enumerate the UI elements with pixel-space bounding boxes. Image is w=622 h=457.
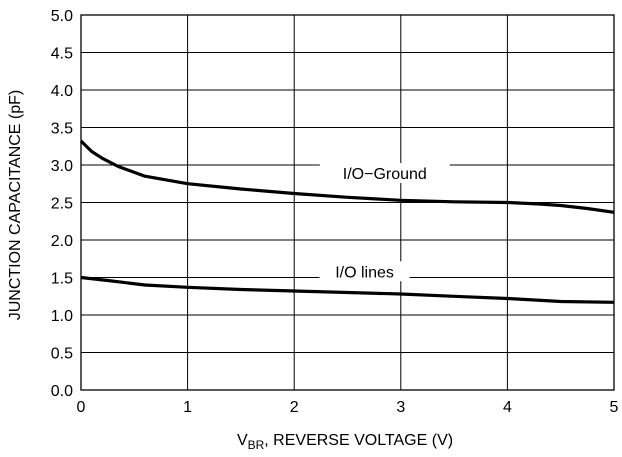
series-label-background (319, 261, 410, 282)
x-tick-label: 1 (183, 399, 192, 416)
x-axis-label: VBR, REVERSE VOLTAGE (V) (237, 432, 453, 452)
series-label-io-ground: I/O−Ground (343, 166, 427, 183)
y-tick-labels: 0.0 0.5 1.0 1.5 2.0 2.5 3.0 3.5 4.0 4.5 5.0 (51, 8, 73, 400)
series-line-io-ground (79, 139, 615, 214)
y-tick-label: 0.0 (51, 383, 73, 400)
y-tick-label: 3.0 (51, 158, 73, 175)
y-tick-label: 1.0 (51, 308, 73, 325)
x-tick-label: 5 (610, 399, 619, 416)
x-tick-label: 3 (396, 399, 405, 416)
y-tick-label: 4.5 (51, 46, 73, 63)
series-label-background (319, 163, 450, 183)
y-tick-label: 3.5 (51, 121, 73, 138)
series-label-io-lines: I/O lines (335, 264, 394, 281)
plot-frame (80, 14, 615, 391)
y-tick-label: 4.0 (51, 83, 73, 100)
y-axis-label: JUNCTION CAPACITANCE (pF) (7, 90, 24, 321)
x-axis-label-subscript: BR (248, 438, 265, 452)
x-axis-label-rest: , REVERSE VOLTAGE (V) (264, 432, 453, 449)
series-line-io-lines (80, 275, 615, 304)
y-tick-label: 0.5 (51, 346, 73, 363)
x-tick-labels: 0 1 2 3 4 5 (77, 399, 619, 416)
x-tick-label: 0 (77, 399, 86, 416)
y-tick-label: 2.0 (51, 233, 73, 250)
x-tick-label: 4 (503, 399, 512, 416)
x-tick-label: 2 (290, 399, 299, 416)
x-axis-label-main: V (237, 432, 248, 449)
y-tick-label: 5.0 (51, 8, 73, 25)
y-tick-label: 1.5 (51, 271, 73, 288)
y-tick-label: 2.5 (51, 196, 73, 213)
series-lines: I/O−Ground I/O lines (79, 139, 615, 304)
